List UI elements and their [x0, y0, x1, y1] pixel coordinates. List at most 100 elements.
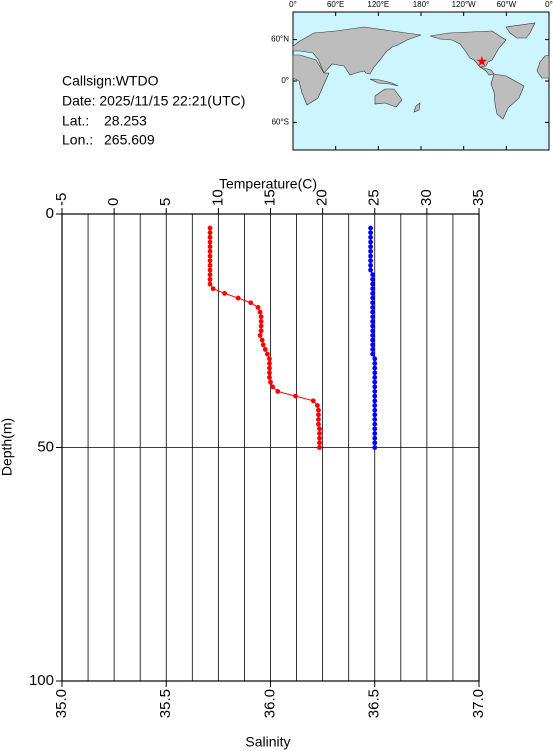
profile-point: [370, 295, 376, 301]
land: [413, 102, 421, 113]
profile-point: [310, 398, 316, 404]
station-marker: [476, 56, 488, 66]
profile-point: [270, 384, 275, 390]
date: Date: 2025/11/15 22:21(UTC): [62, 93, 245, 109]
x2-tick-label: 36.0: [261, 689, 278, 718]
x-tick-label: 0: [105, 198, 122, 206]
profile-point: [372, 431, 378, 436]
profile-point: [258, 323, 264, 329]
profile-point: [268, 379, 273, 385]
profile-point: [370, 328, 376, 334]
land: [292, 54, 330, 106]
y-tick-label: 100: [29, 672, 54, 689]
profile-point: [317, 435, 322, 441]
profile-point: [264, 351, 270, 357]
profile-point: [370, 300, 376, 306]
land: [536, 54, 550, 79]
profile-point: [372, 426, 378, 432]
profile-point: [207, 262, 213, 268]
profile-point: [316, 407, 321, 413]
map-lon-label: 120°W: [452, 0, 477, 9]
profile-point: [368, 234, 373, 240]
profile-point: [317, 426, 322, 432]
profile-point: [372, 412, 378, 418]
y-tick-label: 0: [46, 205, 54, 222]
x2-tick-label: 36.5: [366, 689, 383, 718]
profile-point: [267, 370, 272, 376]
profile-point: [207, 281, 213, 287]
profile-point: [368, 267, 373, 273]
profile-point: [316, 412, 321, 418]
info-block: Callsign:WTDO Date: 2025/11/15 22:21(UTC…: [62, 73, 245, 148]
map-lon-label: 60°W: [497, 0, 517, 9]
y-axis-title: Depth(m): [0, 418, 15, 476]
x2-axis-title: Salinity: [245, 734, 290, 750]
profile-point: [370, 314, 376, 320]
lon-label: Lon.:: [62, 132, 93, 148]
profile-point: [372, 403, 378, 408]
profile-point: [368, 262, 373, 268]
land: [490, 73, 525, 120]
x-tick-label: 25: [366, 189, 383, 206]
profile-point: [316, 417, 321, 422]
x-tick-label: 15: [261, 189, 278, 206]
profile-point: [207, 276, 213, 282]
profile-point: [372, 365, 378, 371]
x-tick-label: 5: [157, 198, 174, 206]
x2-tick-label: 35.5: [157, 689, 174, 718]
profile-point: [370, 272, 376, 278]
profile-point: [370, 281, 376, 287]
profile-point: [370, 305, 376, 310]
profile-point: [293, 393, 298, 399]
profile-point: [372, 421, 378, 427]
profile-point: [207, 234, 213, 240]
profile-point: [260, 342, 266, 348]
profile-point: [317, 431, 322, 436]
profile-point: [315, 403, 320, 408]
profile-point: [317, 445, 322, 450]
map-lat-label: 60°S: [272, 118, 289, 127]
profile-point: [248, 300, 254, 306]
profile-point: [207, 225, 213, 231]
profile-point: [259, 337, 265, 343]
profile-point: [368, 244, 373, 250]
lat-value: 28.253: [104, 113, 147, 129]
profile-point: [372, 375, 378, 380]
profile-point: [368, 230, 373, 236]
x2-tick-label: 35.0: [53, 689, 70, 718]
profile-point: [372, 361, 378, 366]
profile-point: [207, 272, 213, 278]
profile-point: [262, 347, 268, 352]
map: [292, 11, 550, 151]
map-lon-label: 0°: [545, 0, 553, 9]
profile-point: [207, 230, 213, 236]
profile-point: [258, 314, 264, 320]
profile-point: [370, 347, 376, 352]
profile-point: [372, 435, 378, 441]
profile-point: [370, 276, 376, 282]
x-tick-label: -5: [53, 193, 70, 206]
x-axis-title: Temperature(C): [219, 176, 317, 192]
profile-point: [372, 379, 378, 385]
profile-point: [275, 389, 281, 394]
x-tick-label: 35: [470, 189, 487, 206]
profile-point: [257, 333, 263, 338]
profile-point: [370, 309, 376, 315]
x2-tick-label: 37.0: [470, 689, 487, 718]
map-lon-label: 120°E: [367, 0, 389, 9]
profile-point: [207, 244, 213, 250]
profile-point: [368, 258, 373, 264]
profile-point: [207, 253, 213, 259]
profile-point: [370, 342, 376, 348]
profile-point: [267, 356, 272, 362]
map-lat-label: 60°N: [271, 35, 289, 44]
profile-point: [255, 305, 261, 310]
profile-point: [368, 253, 373, 259]
callsign: Callsign:WTDO: [62, 73, 159, 89]
map-lon-label: 60°E: [327, 0, 344, 9]
land: [292, 26, 422, 76]
profile-point: [267, 361, 272, 366]
profile-point: [372, 389, 378, 394]
profile-point: [372, 445, 378, 450]
